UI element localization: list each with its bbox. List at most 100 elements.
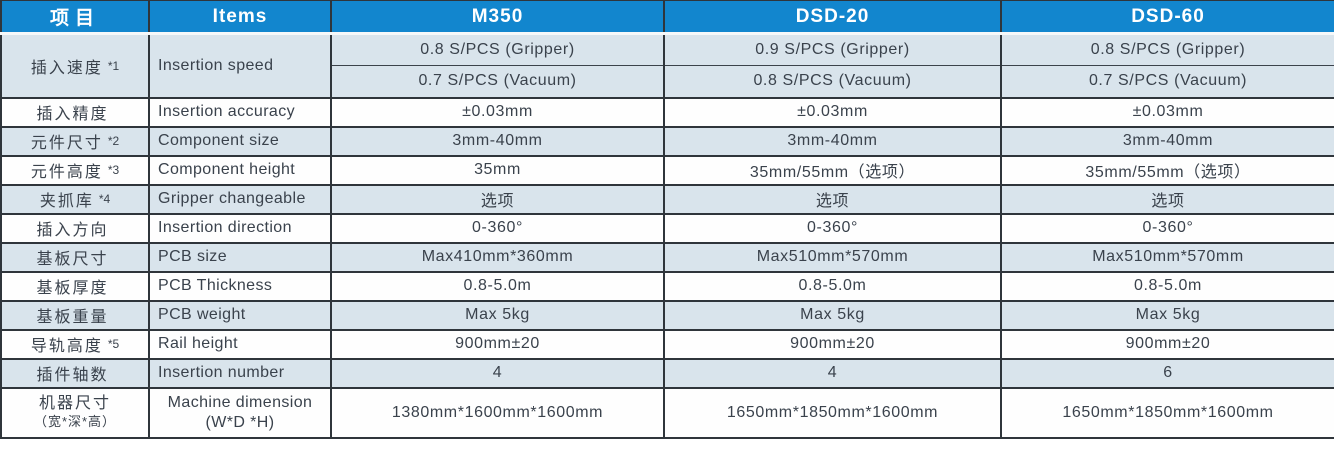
value-dsd20-speed-vacuum: 0.8 S/PCS (Vacuum) [663, 65, 1002, 99]
row-insertion-speed-vacuum: 0.7 S/PCS (Vacuum) 0.8 S/PCS (Vacuum) 0.… [1, 65, 1334, 99]
label-cn-subtext: （宽*深*高） [33, 414, 117, 430]
value-m350-insertion-direction: 0-360° [330, 212, 665, 244]
row-machine-dimension: 机器尺寸 （宽*深*高） Machine dimension (W*D *H) … [0, 386, 1334, 439]
label-en-insertion-number: Insertion number [148, 357, 332, 389]
label-cn-gripper-changeable: 夹抓库 *4 [0, 183, 150, 215]
row-insertion-accuracy: 插入精度 Insertion accuracy ±0.03mm ±0.03mm … [0, 96, 1334, 128]
label-cn-component-height: 元件高度 *3 [0, 154, 150, 186]
value-m350-speed-vacuum: 0.7 S/PCS (Vacuum) [330, 65, 665, 99]
row-component-height: 元件高度 *3 Component height 35mm 35mm/55mm（选… [0, 154, 1334, 186]
row-pcb-weight: 基板重量 PCB weight Max 5kg Max 5kg Max 5kg [0, 299, 1334, 331]
label-cn-insertion-speed: 插入速度 *1 [0, 32, 150, 99]
value-dsd60-pcb-thickness: 0.8-5.0m [1000, 270, 1334, 302]
label-cn-component-size: 元件尺寸 *2 [0, 125, 150, 157]
label-cn-text: 插件轴数 [36, 367, 109, 384]
row-pcb-size: 基板尺寸 PCB size Max410mm*360mm Max510mm*57… [0, 241, 1334, 273]
label-en-subtext: (W*D *H) [205, 413, 275, 431]
label-cn-insertion-number: 插件轴数 [0, 357, 150, 389]
label-cn-text: 基板厚度 [36, 280, 109, 297]
footnote-mark: *2 [107, 134, 120, 148]
label-cn-text: 插入速度 [30, 59, 103, 77]
label-cn-pcb-size: 基板尺寸 [0, 241, 150, 273]
value-m350-pcb-thickness: 0.8-5.0m [330, 270, 665, 302]
value-dsd20-component-size: 3mm-40mm [663, 125, 1002, 157]
label-en-gripper-changeable: Gripper changeable [148, 183, 332, 215]
value-m350-insertion-accuracy: ±0.03mm [330, 96, 665, 128]
label-cn-insertion-accuracy: 插入精度 [0, 96, 150, 128]
value-dsd60-pcb-size: Max510mm*570mm [1000, 241, 1334, 273]
value-m350-insertion-number: 4 [330, 357, 665, 389]
header-items-en: Items [148, 0, 332, 35]
value-m350-component-height: 35mm [330, 154, 665, 186]
label-cn-text: 插入精度 [36, 106, 109, 123]
footnote-mark: *4 [98, 192, 111, 206]
spec-table: 项目 Items M350 DSD-20 DSD-60 插入速度 *1 Inser… [0, 0, 1334, 439]
row-component-size: 元件尺寸 *2 Component size 3mm-40mm 3mm-40mm … [0, 125, 1334, 157]
label-cn-pcb-weight: 基板重量 [0, 299, 150, 331]
value-m350-speed-gripper: 0.8 S/PCS (Gripper) [330, 32, 665, 66]
label-cn-text: 基板重量 [36, 309, 109, 326]
header-model-m350: M350 [330, 0, 665, 35]
value-dsd20-speed-gripper: 0.9 S/PCS (Gripper) [663, 32, 1002, 66]
value-dsd60-gripper-changeable: 选项 [1000, 183, 1334, 215]
value-dsd20-pcb-weight: Max 5kg [663, 299, 1002, 331]
value-dsd20-insertion-accuracy: ±0.03mm [663, 96, 1002, 128]
label-en-pcb-weight: PCB weight [148, 299, 332, 331]
value-dsd60-speed-vacuum: 0.7 S/PCS (Vacuum) [1000, 65, 1334, 99]
value-dsd20-pcb-thickness: 0.8-5.0m [663, 270, 1002, 302]
footnote-mark: *3 [107, 163, 120, 177]
value-dsd20-insertion-number: 4 [663, 357, 1002, 389]
row-insertion-direction: 插入方向 Insertion direction 0-360° 0-360° 0… [0, 212, 1334, 244]
value-dsd20-machine-dimension: 1650mm*1850mm*1600mm [663, 386, 1002, 439]
label-en-machine-dimension: Machine dimension (W*D *H) [148, 386, 332, 439]
label-en-component-size: Component size [148, 125, 332, 157]
row-gripper-changeable: 夹抓库 *4 Gripper changeable 选项 选项 选项 [0, 183, 1334, 215]
header-row: 项目 Items M350 DSD-20 DSD-60 [0, 0, 1334, 35]
value-dsd60-machine-dimension: 1650mm*1850mm*1600mm [1000, 386, 1334, 439]
label-en-insertion-accuracy: Insertion accuracy [148, 96, 332, 128]
label-en-component-height: Component height [148, 154, 332, 186]
header-model-dsd60: DSD-60 [1000, 0, 1334, 35]
row-insertion-speed-gripper: 插入速度 *1 Insertion speed 0.8 S/PCS (Grippe… [0, 32, 1334, 99]
value-dsd60-pcb-weight: Max 5kg [1000, 299, 1334, 331]
label-cn-text: 基板尺寸 [36, 251, 109, 268]
label-en-insertion-direction: Insertion direction [148, 212, 332, 244]
label-cn-text: 插入方向 [36, 222, 109, 239]
value-dsd60-insertion-direction: 0-360° [1000, 212, 1334, 244]
value-dsd20-component-height: 35mm/55mm（选项） [663, 154, 1002, 186]
label-cn-text: 导轨高度 [30, 338, 103, 355]
label-en-pcb-thickness: PCB Thickness [148, 270, 332, 302]
row-pcb-thickness: 基板厚度 PCB Thickness 0.8-5.0m 0.8-5.0m 0.8… [0, 270, 1334, 302]
header-items-cn: 项目 [0, 0, 150, 35]
value-m350-pcb-weight: Max 5kg [330, 299, 665, 331]
value-dsd20-pcb-size: Max510mm*570mm [663, 241, 1002, 273]
footnote-mark: *5 [107, 337, 120, 351]
label-cn-pcb-thickness: 基板厚度 [0, 270, 150, 302]
label-cn-insertion-direction: 插入方向 [0, 212, 150, 244]
label-en-insertion-speed: Insertion speed [148, 32, 332, 99]
value-dsd20-insertion-direction: 0-360° [663, 212, 1002, 244]
label-cn-machine-dimension: 机器尺寸 （宽*深*高） [0, 386, 150, 439]
value-dsd60-component-size: 3mm-40mm [1000, 125, 1334, 157]
value-dsd20-rail-height: 900mm±20 [663, 328, 1002, 360]
label-cn-text: 元件尺寸 [30, 135, 103, 152]
value-m350-machine-dimension: 1380mm*1600mm*1600mm [330, 386, 665, 439]
label-en-pcb-size: PCB size [148, 241, 332, 273]
label-cn-rail-height: 导轨高度 *5 [0, 328, 150, 360]
value-dsd60-rail-height: 900mm±20 [1000, 328, 1334, 360]
value-m350-pcb-size: Max410mm*360mm [330, 241, 665, 273]
row-insertion-number: 插件轴数 Insertion number 4 4 6 [0, 357, 1334, 389]
value-dsd60-insertion-number: 6 [1000, 357, 1334, 389]
value-dsd60-insertion-accuracy: ±0.03mm [1000, 96, 1334, 128]
label-cn-text: 元件高度 [30, 164, 103, 181]
row-rail-height: 导轨高度 *5 Rail height 900mm±20 900mm±20 900… [0, 328, 1334, 360]
value-dsd60-component-height: 35mm/55mm（选项） [1000, 154, 1334, 186]
value-dsd20-gripper-changeable: 选项 [663, 183, 1002, 215]
value-dsd60-speed-gripper: 0.8 S/PCS (Gripper) [1000, 32, 1334, 66]
value-m350-rail-height: 900mm±20 [330, 328, 665, 360]
value-m350-gripper-changeable: 选项 [330, 183, 665, 215]
label-cn-text: 机器尺寸 [38, 395, 111, 413]
header-model-dsd20: DSD-20 [663, 0, 1002, 35]
footnote-mark: *1 [107, 58, 120, 73]
label-en-rail-height: Rail height [148, 328, 332, 360]
